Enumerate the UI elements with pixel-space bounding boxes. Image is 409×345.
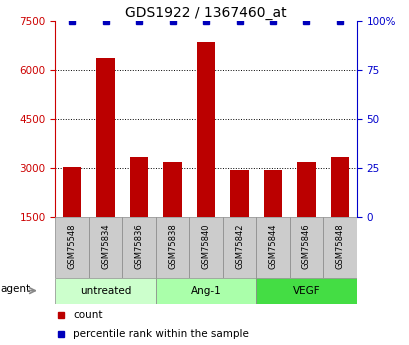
- Text: GSM75548: GSM75548: [67, 224, 76, 269]
- Bar: [130, 157, 148, 217]
- Bar: [155, 217, 189, 278]
- Bar: [256, 278, 356, 304]
- Bar: [196, 42, 215, 217]
- Text: GSM75846: GSM75846: [301, 224, 310, 269]
- Bar: [322, 217, 356, 278]
- Bar: [155, 278, 256, 304]
- Bar: [222, 217, 256, 278]
- Text: GSM75844: GSM75844: [268, 224, 277, 269]
- Bar: [256, 217, 289, 278]
- Text: GSM75838: GSM75838: [168, 224, 177, 269]
- Text: GSM75836: GSM75836: [134, 224, 143, 269]
- Bar: [289, 217, 322, 278]
- Text: GSM75848: GSM75848: [335, 224, 344, 269]
- Bar: [89, 217, 122, 278]
- Bar: [230, 170, 248, 217]
- Text: Ang-1: Ang-1: [190, 286, 221, 296]
- Bar: [96, 58, 115, 217]
- Text: untreated: untreated: [80, 286, 131, 296]
- Text: percentile rank within the sample: percentile rank within the sample: [73, 329, 249, 339]
- Text: GSM75840: GSM75840: [201, 224, 210, 269]
- Bar: [330, 157, 348, 217]
- Text: GSM75834: GSM75834: [101, 224, 110, 269]
- Bar: [122, 217, 155, 278]
- Text: GSM75842: GSM75842: [234, 224, 243, 269]
- Title: GDS1922 / 1367460_at: GDS1922 / 1367460_at: [125, 6, 286, 20]
- Bar: [55, 278, 155, 304]
- Bar: [163, 161, 181, 217]
- Bar: [63, 167, 81, 217]
- Bar: [263, 170, 281, 217]
- Bar: [189, 217, 222, 278]
- Bar: [55, 217, 89, 278]
- Text: VEGF: VEGF: [292, 286, 319, 296]
- Text: agent: agent: [0, 284, 31, 294]
- Bar: [297, 161, 315, 217]
- Text: count: count: [73, 310, 103, 319]
